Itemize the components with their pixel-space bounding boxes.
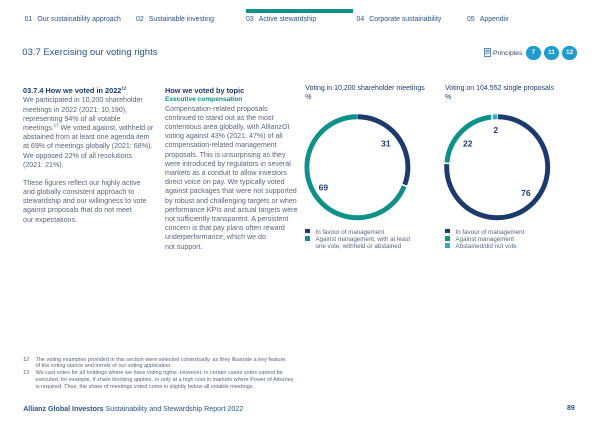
svg-text:22: 22 [463, 138, 473, 148]
svg-text:31: 31 [381, 138, 391, 148]
svg-text:76: 76 [521, 188, 531, 198]
svg-text:2: 2 [493, 125, 498, 135]
svg-text:69: 69 [319, 183, 329, 193]
